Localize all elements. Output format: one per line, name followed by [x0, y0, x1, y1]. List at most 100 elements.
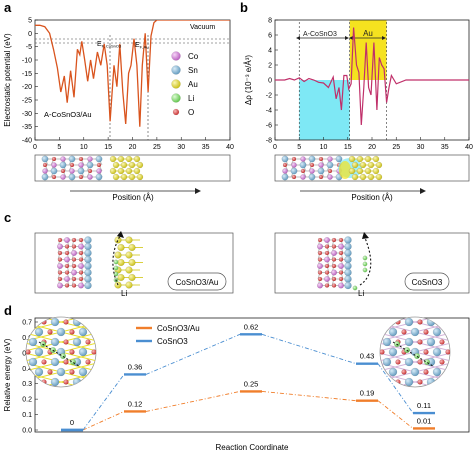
atom-li	[362, 267, 368, 273]
atom-sn	[50, 337, 60, 347]
atom-sn	[448, 337, 450, 347]
xtick-label: 25	[153, 144, 161, 151]
atom-o	[64, 270, 70, 275]
panel-c-left-box	[34, 232, 234, 294]
energy-value-label: 0.19	[360, 389, 375, 398]
xtick-label: 35	[202, 144, 210, 151]
legend-swatch-li	[171, 93, 181, 103]
ytick-label: -40	[22, 138, 32, 145]
atom-co	[331, 269, 337, 276]
atom-o	[71, 257, 77, 262]
li-path-left-head	[117, 231, 124, 238]
cosno3-structure	[317, 236, 368, 291]
panel-a-ylabel: Electrostatic potential (eV)	[3, 33, 12, 127]
atom-li	[70, 359, 76, 365]
atom-o	[87, 168, 93, 174]
atom-au	[348, 167, 356, 175]
atom-co	[327, 174, 333, 180]
panel-a-xlabel: Position (Å)	[112, 193, 154, 202]
atom-sn	[388, 327, 398, 337]
atom-o	[78, 257, 84, 262]
atom-o	[300, 168, 306, 174]
atom-o	[331, 283, 337, 288]
panel-b-ylabel: Δρ (10⁻³ e/Å³)	[244, 55, 253, 105]
atom-sn	[432, 367, 442, 377]
atom-sn	[426, 337, 436, 347]
atom-au	[112, 173, 120, 181]
ytick-label: -6	[266, 123, 272, 130]
atom-sn	[84, 249, 92, 257]
atom-li	[414, 353, 420, 359]
atom-o	[423, 349, 429, 355]
panel-a-structure-box	[34, 154, 231, 182]
atom-au	[136, 173, 144, 181]
atom-au	[109, 167, 117, 175]
li-path-right	[359, 237, 372, 286]
atom-o	[324, 244, 330, 249]
atom-o	[318, 156, 324, 162]
panel-a-yticks: 5 0 -5 -10 -15 -20 -25 -30 -35 -40	[22, 18, 38, 145]
atom-sn	[50, 357, 60, 367]
atom-sn	[84, 268, 92, 277]
atom-co	[317, 263, 323, 269]
atom-o	[331, 257, 337, 262]
atom-sn	[84, 262, 92, 270]
atom-o	[47, 329, 53, 335]
atom-sn	[382, 357, 392, 367]
label-cosno3: CoSnO3	[412, 278, 443, 287]
atom-o	[57, 276, 63, 282]
atom-co	[338, 243, 344, 250]
atom-co	[87, 174, 93, 180]
ef-cosno3-label: EF, CoSnO3	[97, 41, 122, 49]
atom-o	[317, 250, 323, 256]
ytick-label: 0.6	[22, 335, 32, 342]
atom-au	[364, 155, 372, 163]
atom-o	[85, 379, 91, 385]
panel-b-yticks: 8 6 4 2 0 -2 -4 -6 -8	[266, 18, 278, 145]
atom-o	[26, 329, 31, 335]
atom-o	[439, 319, 445, 325]
atom-o	[417, 379, 423, 385]
atom-o	[380, 329, 385, 335]
xtick-label: 15	[104, 144, 112, 151]
label-pill-right	[404, 272, 450, 291]
atom-o	[317, 237, 323, 243]
xtick-label: 40	[226, 144, 234, 151]
atom-au	[364, 167, 372, 175]
atom-sn	[41, 173, 49, 181]
panel-c-right-box	[274, 232, 470, 294]
xtick-label: 15	[344, 144, 352, 151]
series-connector	[82, 374, 125, 431]
bond	[375, 392, 455, 412]
atom-o	[64, 244, 70, 249]
atom-o	[439, 339, 445, 345]
ytick-label: 4	[268, 48, 272, 55]
atom-au	[125, 251, 133, 259]
atom-o	[331, 237, 337, 243]
li-path-right-head	[362, 232, 369, 239]
atom-o	[317, 270, 323, 275]
atom-o	[282, 162, 288, 168]
energy-value-label: 0.11	[417, 401, 431, 410]
ytick-label: -35	[22, 124, 32, 131]
atom-legend: Co Sn Au Li O	[171, 51, 199, 117]
atom-au	[125, 155, 133, 163]
region-arrow-cosno3	[296, 36, 349, 40]
atom-o	[51, 174, 57, 180]
xtick-label: 30	[177, 144, 185, 151]
atom-au	[356, 155, 364, 163]
vacuum-label: Vacuum	[190, 24, 215, 31]
bond	[380, 331, 450, 353]
atom-co	[78, 162, 84, 168]
atom-co	[331, 250, 337, 256]
series-connector	[261, 333, 357, 365]
ytick-label: 6	[268, 33, 272, 40]
xtick-label: 35	[441, 144, 449, 151]
atom-o	[91, 329, 96, 335]
xtick-label: 10	[320, 144, 328, 151]
atom-sn	[78, 367, 88, 377]
atom-o	[309, 162, 315, 168]
inset-right	[375, 316, 455, 412]
energy-value-label: 0.01	[417, 416, 432, 425]
